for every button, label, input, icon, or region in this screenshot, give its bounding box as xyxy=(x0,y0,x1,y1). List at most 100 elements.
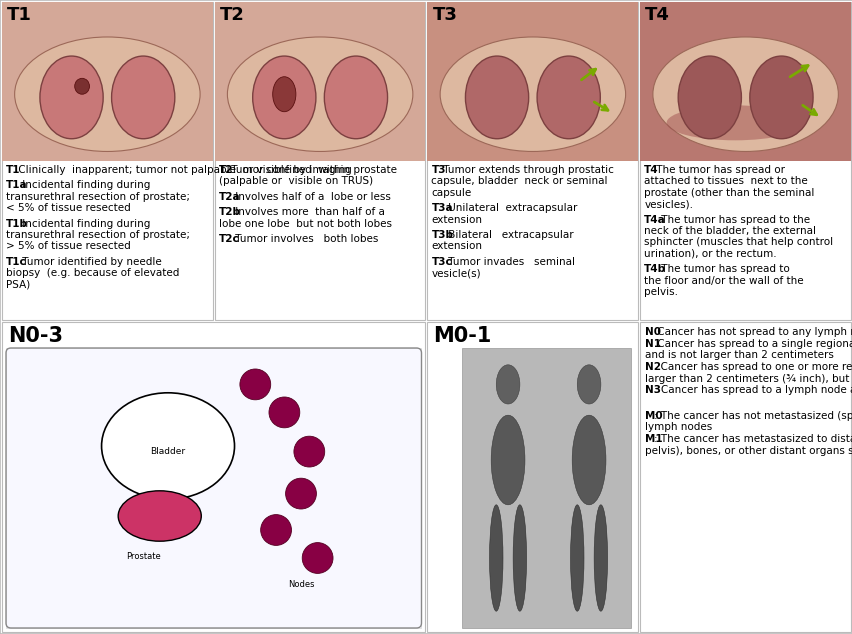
Text: Tumor invades   seminal: Tumor invades seminal xyxy=(445,257,574,267)
Text: neck of the bladder, the external: neck of the bladder, the external xyxy=(643,226,815,236)
Text: T1: T1 xyxy=(7,6,32,24)
Ellipse shape xyxy=(118,491,201,541)
Circle shape xyxy=(261,515,291,545)
Bar xyxy=(640,2,850,161)
Ellipse shape xyxy=(101,393,234,499)
Text: Bilateral   extracapsular: Bilateral extracapsular xyxy=(445,230,573,240)
Text: N3: N3 xyxy=(644,385,660,395)
Text: Cancer has spread to one or more regional lymph nodes and is: Cancer has spread to one or more regiona… xyxy=(653,362,852,372)
Text: T3: T3 xyxy=(431,165,446,175)
Text: T2: T2 xyxy=(218,165,233,175)
Text: Unilateral  extracapsular: Unilateral extracapsular xyxy=(445,203,577,213)
Text: T1b: T1b xyxy=(6,219,28,229)
Ellipse shape xyxy=(227,37,412,152)
Text: T3: T3 xyxy=(432,6,457,24)
Text: Tumor identified by needle: Tumor identified by needle xyxy=(20,257,162,267)
Text: N2: N2 xyxy=(644,362,660,372)
Text: Tumor confined  within prostate: Tumor confined within prostate xyxy=(227,165,396,175)
Text: T2b: T2b xyxy=(218,207,240,217)
Ellipse shape xyxy=(665,105,803,140)
Text: Tumor involves   both lobes: Tumor involves both lobes xyxy=(232,234,378,244)
Ellipse shape xyxy=(465,56,528,139)
Ellipse shape xyxy=(324,56,387,139)
Text: prostate (other than the seminal: prostate (other than the seminal xyxy=(643,188,814,198)
Text: The tumor has spread to the: The tumor has spread to the xyxy=(657,214,809,224)
Text: N0: N0 xyxy=(644,327,660,337)
Text: transurethral resection of prostate;: transurethral resection of prostate; xyxy=(6,192,190,202)
Text: extension: extension xyxy=(431,242,482,251)
Text: and is not larger than 2 centimeters: and is not larger than 2 centimeters xyxy=(644,350,833,360)
Ellipse shape xyxy=(440,37,625,152)
Text: sphincter (muscles that help control: sphincter (muscles that help control xyxy=(643,237,832,247)
Text: T4: T4 xyxy=(644,6,670,24)
Text: attached to tissues  next to the: attached to tissues next to the xyxy=(643,176,807,186)
Text: T2a: T2a xyxy=(218,192,240,202)
Ellipse shape xyxy=(491,415,524,505)
Text: T4: T4 xyxy=(643,165,658,175)
Bar xyxy=(427,2,637,161)
Bar xyxy=(640,322,850,632)
Text: vesicle(s): vesicle(s) xyxy=(431,268,481,278)
Text: Involves more  than half of a: Involves more than half of a xyxy=(232,207,384,217)
Bar xyxy=(2,2,212,320)
Text: The tumor has spread to: The tumor has spread to xyxy=(657,264,789,274)
Text: N0-3: N0-3 xyxy=(8,326,63,346)
Text: PSA): PSA) xyxy=(6,280,30,290)
Ellipse shape xyxy=(572,415,605,505)
Text: : The cancer has not metastasized (spread) beyond the regional: : The cancer has not metastasized (sprea… xyxy=(653,411,852,421)
Text: N1: N1 xyxy=(644,339,660,349)
Ellipse shape xyxy=(252,56,315,139)
Bar xyxy=(427,322,637,632)
Ellipse shape xyxy=(537,56,600,139)
Text: Cancer has not spread to any lymph nodes.: Cancer has not spread to any lymph nodes… xyxy=(653,327,852,337)
Text: lobe one lobe  but not both lobes: lobe one lobe but not both lobes xyxy=(218,219,391,229)
Text: : Cancer has spread to a lymph node and is larger than 5 centimeters: : Cancer has spread to a lymph node and … xyxy=(653,385,852,395)
Text: Nodes: Nodes xyxy=(287,580,314,590)
Text: biopsy  (e.g. because of elevated: biopsy (e.g. because of elevated xyxy=(6,268,179,278)
Text: Prostate: Prostate xyxy=(125,552,160,561)
Text: Bladder: Bladder xyxy=(150,447,186,456)
Text: Tumor extends through prostatic: Tumor extends through prostatic xyxy=(440,165,613,175)
Bar xyxy=(2,2,212,161)
Text: transurethral resection of prostate;: transurethral resection of prostate; xyxy=(6,230,190,240)
Ellipse shape xyxy=(40,56,103,139)
Ellipse shape xyxy=(112,56,175,139)
Text: T2: T2 xyxy=(220,6,245,24)
Ellipse shape xyxy=(273,77,296,112)
Text: T1c: T1c xyxy=(6,257,26,267)
Circle shape xyxy=(302,543,332,573)
Bar xyxy=(2,322,425,632)
Text: the floor and/or the wall of the: the floor and/or the wall of the xyxy=(643,276,803,285)
Ellipse shape xyxy=(14,37,200,152)
Ellipse shape xyxy=(577,365,600,404)
Text: capsule, bladder  neck or seminal: capsule, bladder neck or seminal xyxy=(431,176,607,186)
Bar xyxy=(640,2,850,320)
Text: larger than 2 centimeters (¾ inch), but not larger than 5 centimeters: larger than 2 centimeters (¾ inch), but … xyxy=(644,373,852,384)
Text: T3a: T3a xyxy=(431,203,452,213)
Bar xyxy=(215,2,425,320)
Text: (palpable or  visible on TRUS): (palpable or visible on TRUS) xyxy=(218,176,372,186)
Circle shape xyxy=(268,397,299,428)
Text: : The cancer has metastasized to distant lymph nodes (outside of the: : The cancer has metastasized to distant… xyxy=(653,434,852,444)
Text: T2c: T2c xyxy=(218,234,239,244)
Ellipse shape xyxy=(75,79,89,94)
Text: < 5% of tissue resected: < 5% of tissue resected xyxy=(6,203,130,213)
Text: extension: extension xyxy=(431,214,482,224)
Text: pelvis.: pelvis. xyxy=(643,287,677,297)
Text: T3c: T3c xyxy=(431,257,452,267)
Text: vesicles).: vesicles). xyxy=(643,199,693,209)
Text: The tumor has spread or: The tumor has spread or xyxy=(653,165,785,175)
Circle shape xyxy=(239,369,270,400)
Bar xyxy=(215,2,425,161)
Text: T1a: T1a xyxy=(6,181,27,190)
Text: M0-1: M0-1 xyxy=(433,326,492,346)
Text: > 5% of tissue resected: > 5% of tissue resected xyxy=(6,242,130,251)
Ellipse shape xyxy=(677,56,740,139)
Text: urination), or the rectum.: urination), or the rectum. xyxy=(643,249,776,259)
Text: T4a: T4a xyxy=(643,214,665,224)
Circle shape xyxy=(285,478,316,509)
Ellipse shape xyxy=(594,505,607,611)
Text: lymph nodes: lymph nodes xyxy=(644,422,711,432)
Bar xyxy=(462,348,630,628)
Text: M1: M1 xyxy=(644,434,662,444)
